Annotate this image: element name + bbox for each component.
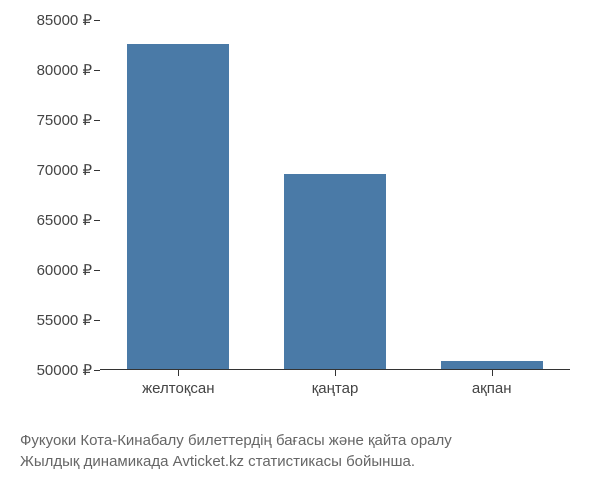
y-tick	[94, 370, 100, 371]
price-chart: желтоқсан қаңтар ақпан	[100, 20, 570, 400]
y-tick	[94, 320, 100, 321]
bar	[127, 44, 229, 369]
plot-area	[100, 20, 570, 370]
x-tick	[178, 370, 179, 376]
x-tick	[335, 370, 336, 376]
bar	[441, 361, 543, 369]
x-axis-label: ақпан	[472, 380, 512, 397]
y-axis-label: 60000 ₽	[37, 261, 92, 279]
caption-line-1: Фукуоки Кота-Кинабалу билеттердің бағасы…	[20, 430, 452, 451]
y-axis-label: 65000 ₽	[37, 211, 92, 229]
y-axis-label: 85000 ₽	[37, 11, 92, 29]
x-tick	[492, 370, 493, 376]
y-tick	[94, 270, 100, 271]
y-axis-label: 75000 ₽	[37, 111, 92, 129]
bar	[284, 174, 386, 369]
y-tick	[94, 120, 100, 121]
x-axis-label: қаңтар	[312, 380, 359, 397]
y-tick	[94, 70, 100, 71]
y-tick	[94, 170, 100, 171]
caption-line-2: Жылдық динамикада Avticket.kz статистика…	[20, 451, 452, 472]
y-axis-label: 55000 ₽	[37, 311, 92, 329]
y-tick	[94, 20, 100, 21]
y-tick	[94, 220, 100, 221]
y-axis-label: 70000 ₽	[37, 161, 92, 179]
y-axis-label: 50000 ₽	[37, 361, 92, 379]
chart-caption: Фукуоки Кота-Кинабалу билеттердің бағасы…	[20, 430, 452, 472]
y-axis-label: 80000 ₽	[37, 61, 92, 79]
x-axis-label: желтоқсан	[142, 380, 214, 397]
